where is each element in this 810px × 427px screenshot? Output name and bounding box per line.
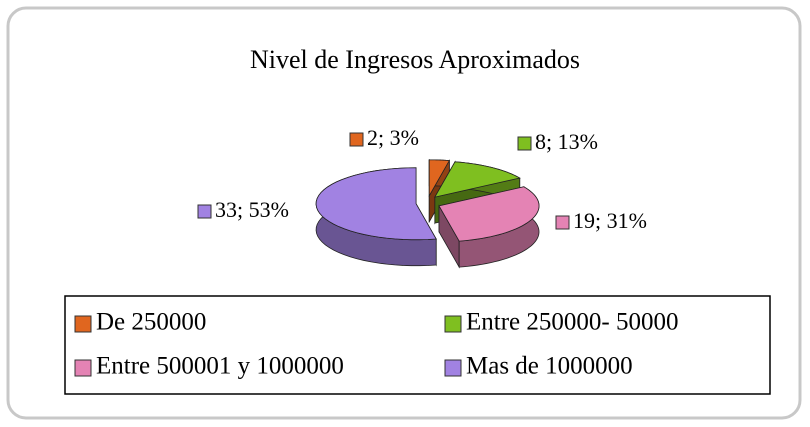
legend-key	[444, 315, 462, 333]
slice-top	[428, 159, 451, 198]
label-key	[517, 136, 532, 151]
label-key	[555, 215, 570, 230]
data-label: 33; 53%	[215, 197, 289, 222]
data-label: 8; 13%	[535, 129, 598, 154]
legend-label: Entre 500001 y 1000000	[96, 353, 344, 380]
legend-label: De 250000	[96, 309, 206, 336]
slice-top	[438, 186, 540, 242]
legend-key	[74, 359, 92, 377]
legend-label: Mas de 1000000	[466, 353, 633, 380]
label-key	[197, 204, 212, 219]
pie-slice	[438, 186, 540, 269]
legend-key	[74, 315, 92, 333]
legend-box	[64, 295, 771, 395]
legend-label: Entre 250000- 50000	[466, 309, 678, 336]
slice-top	[434, 161, 521, 198]
pie-slice	[315, 167, 437, 267]
label-key	[349, 132, 364, 147]
data-label: 19; 31%	[573, 208, 647, 233]
legend-key	[444, 359, 462, 377]
data-label: 2; 3%	[367, 125, 419, 150]
slice-top	[315, 167, 437, 241]
chart-title: Nivel de Ingresos Aproximados	[250, 45, 580, 74]
